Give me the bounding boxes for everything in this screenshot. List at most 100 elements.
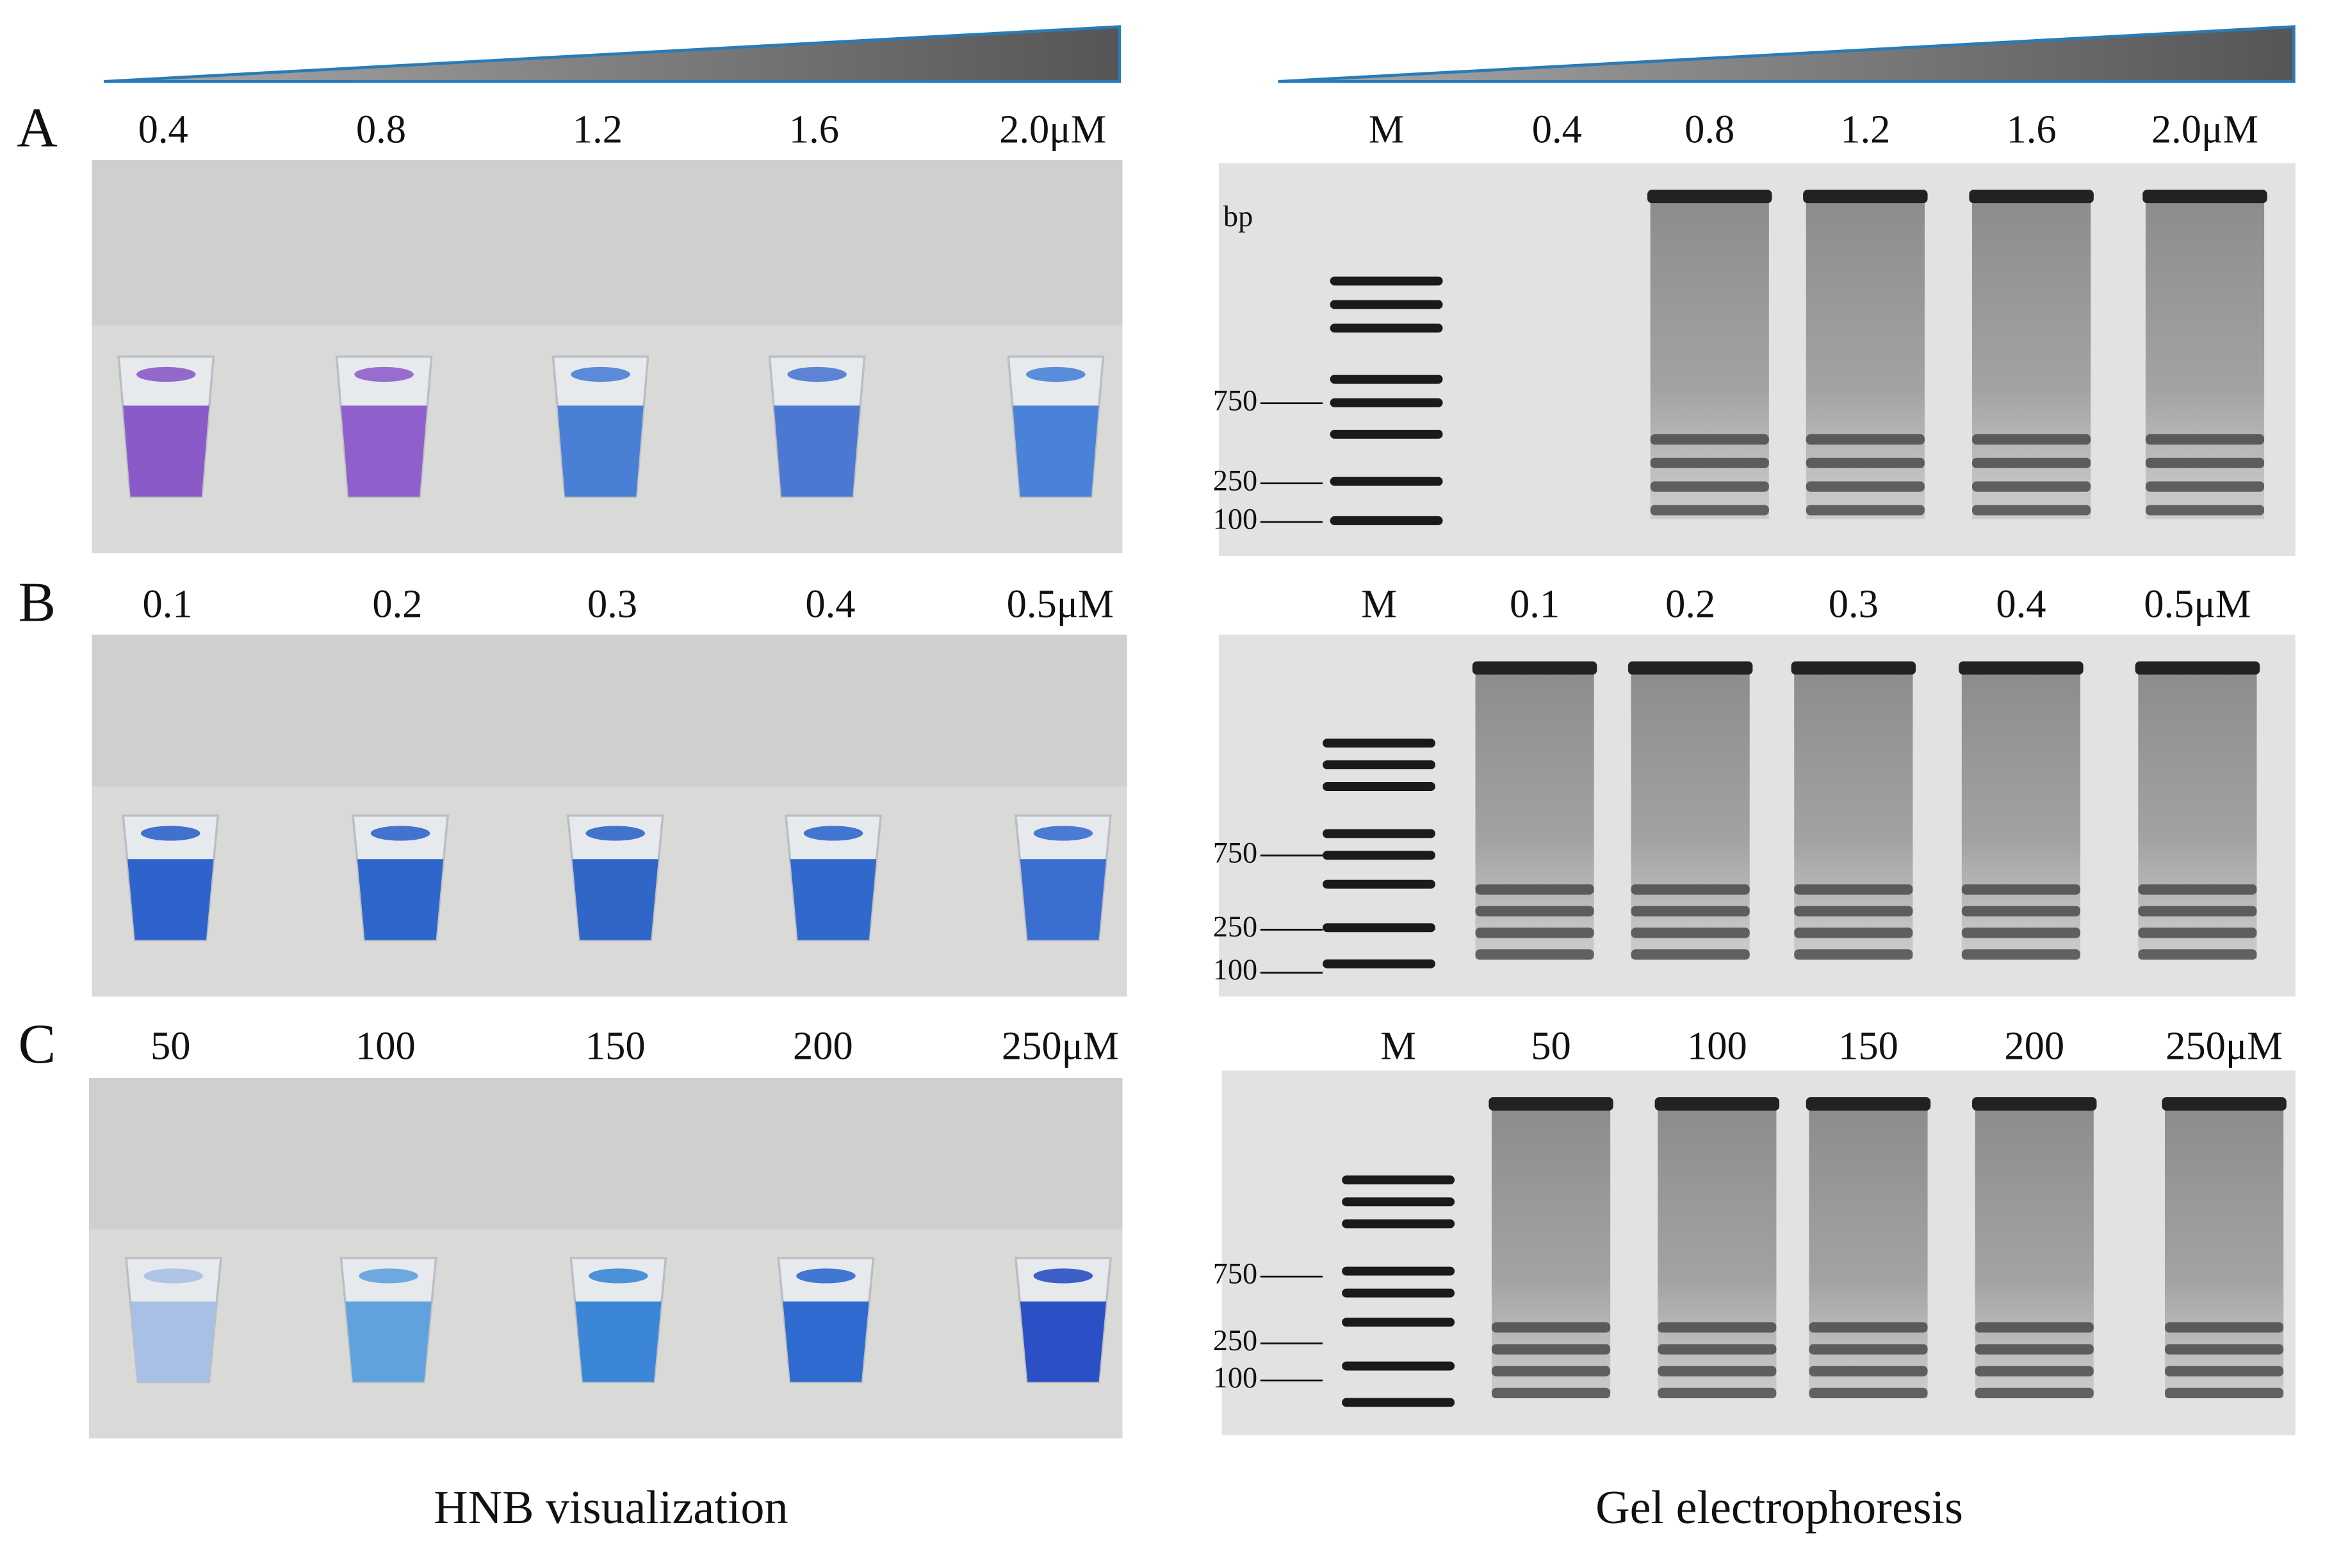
tube-liquid [123,405,209,497]
concentration-label: 250μM [1002,1023,1119,1068]
tube-liquid [1020,859,1107,940]
lane-label: 100 [1687,1023,1747,1068]
product-band [2138,949,2257,960]
marker-label: 750 [1213,384,1257,417]
tube-meniscus [1033,1268,1093,1284]
product-band [1475,949,1594,960]
tube-liquid [783,1301,869,1382]
well-band [2142,190,2267,204]
tube-meniscus [589,1268,648,1284]
ladder-band [1323,829,1435,838]
product-band [1631,927,1750,938]
concentration-label: 150 [585,1023,646,1068]
lane-label: 0.4 [1996,581,2046,626]
tube-meniscus [354,366,414,382]
concentration-label: 50 [151,1023,191,1068]
product-band [1809,1322,1928,1333]
concentration-label: 0.1 [143,581,193,626]
product-band [1658,1366,1777,1376]
tube-meniscus [136,366,196,382]
well-band [2135,661,2260,675]
concentration-label: 0.5μM [1007,581,1114,626]
caption: Gel electrophoresis [1595,1482,1963,1534]
ladder-band [1342,1219,1455,1229]
marker-label: 100 [1213,503,1257,535]
tube-meniscus [359,1268,418,1284]
product-band [2138,906,2257,917]
concentration-label: 2.0μM [999,107,1106,152]
ladder-band [1323,739,1435,748]
gradient-triangle [103,25,1122,83]
product-band [1475,906,1594,917]
concentration-label: 0.2 [372,581,422,626]
lane-label: M [1361,581,1397,626]
product-band [1794,906,1913,917]
lane-label: M [1380,1023,1416,1068]
ladder-band [1330,300,1443,309]
tube-meniscus [787,366,847,382]
product-band [1972,457,2091,468]
tube-meniscus [140,826,200,841]
ladder-band [1330,516,1443,525]
product-band [2164,1387,2284,1398]
well-band [1972,1097,2097,1111]
tube-liquid [1020,1301,1107,1382]
product-band [1975,1387,2094,1398]
tube-meniscus [1033,826,1093,841]
well-band [1959,661,2084,675]
tube-liquid [341,405,427,497]
ladder-band [1342,1288,1455,1298]
product-band [1972,505,2091,516]
gel-lane [1972,192,2091,519]
ladder-band [1323,851,1435,860]
marker-label: 250 [1213,1325,1257,1357]
marker-label: 250 [1213,464,1257,497]
product-band [1806,457,1925,468]
tube-meniscus [796,1268,856,1284]
ladder-band [1323,923,1435,933]
well-band [1806,1097,1931,1111]
tube-liquid [774,405,860,497]
product-band [1650,434,1769,445]
product-band [1809,1344,1928,1355]
concentration-label: 0.3 [587,581,637,626]
product-band [2164,1366,2284,1376]
tube-liquid [575,1301,662,1382]
product-band [1961,927,2081,938]
ladder-band [1323,959,1435,968]
product-band [2138,927,2257,938]
product-band [1975,1366,2094,1376]
panel-label: C [19,1013,56,1075]
product-band [1972,481,2091,492]
panel-label: B [19,571,56,633]
well-band [1791,661,1916,675]
tube-liquid [557,405,644,497]
unit-label: bp [1223,200,1253,233]
tube-meniscus [143,1268,204,1284]
product-band [2164,1322,2284,1333]
product-band [1809,1366,1928,1376]
product-band [1650,457,1769,468]
concentration-label: 1.2 [573,107,623,152]
marker-label: 750 [1213,837,1257,869]
tube-liquid [572,859,658,940]
lane-label: 0.3 [1829,581,1879,626]
product-band [1794,884,1913,895]
lane-label: 200 [2004,1023,2064,1068]
product-band [1631,949,1750,960]
ladder-band [1330,398,1443,407]
well-band [1628,661,1753,675]
product-band [1975,1322,2094,1333]
tube-meniscus [1026,366,1086,382]
product-band [1631,884,1750,895]
product-band [2145,434,2265,445]
lane-label: 150 [1838,1023,1898,1068]
concentration-label: 1.6 [789,107,839,152]
product-band [1961,949,2081,960]
product-band [1794,949,1913,960]
product-band [1975,1344,2094,1355]
product-band [1491,1322,1611,1333]
ladder-band [1342,1197,1455,1207]
product-band [1658,1387,1777,1398]
